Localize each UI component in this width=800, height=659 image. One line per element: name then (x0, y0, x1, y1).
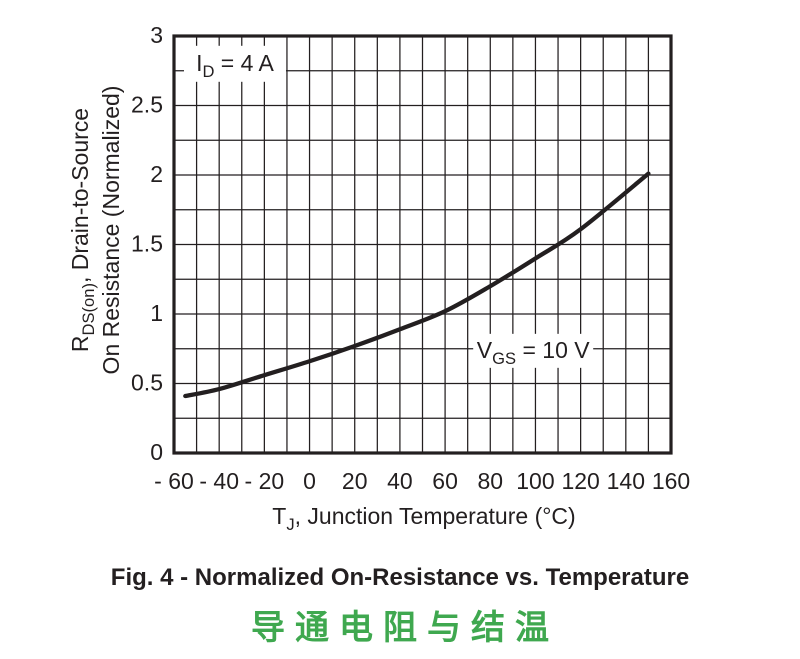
svg-text:1: 1 (150, 300, 163, 326)
svg-text:VGS = 10 V: VGS = 10 V (477, 337, 590, 368)
svg-text:- 20: - 20 (245, 468, 285, 494)
rds-curve (183, 171, 651, 399)
svg-text:0: 0 (303, 468, 316, 494)
svg-text:20: 20 (342, 468, 368, 494)
svg-text:140: 140 (607, 468, 645, 494)
x-axis-title: TJ, Junction Temperature (°C) (272, 503, 575, 534)
svg-text:0.5: 0.5 (131, 370, 163, 396)
svg-text:ID = 4 A: ID = 4 A (196, 50, 274, 81)
svg-text:80: 80 (477, 468, 503, 494)
svg-text:3: 3 (150, 22, 163, 48)
svg-text:0: 0 (150, 439, 163, 465)
annotation-vgs-voltage: VGS = 10 V (473, 333, 594, 368)
svg-text:60: 60 (432, 468, 458, 494)
svg-text:120: 120 (561, 468, 599, 494)
y-axis-tick-labels: 0 0.5 1 1.5 2 2.5 3 (131, 22, 163, 465)
x-axis-tick-labels: - 60- 40- 20 0 20 40 60 80 100 120 140 160 (154, 468, 690, 494)
svg-text:160: 160 (652, 468, 690, 494)
plot-border (172, 34, 673, 455)
svg-text:2: 2 (150, 161, 163, 187)
svg-text:100: 100 (516, 468, 554, 494)
svg-text:2.5: 2.5 (131, 92, 163, 118)
figure-caption: Fig. 4 - Normalized On-Resistance vs. Te… (110, 564, 690, 591)
svg-text:1.5: 1.5 (131, 231, 163, 257)
svg-text:40: 40 (387, 468, 413, 494)
y-axis-title-line1: RDS(on), Drain-to-Source (67, 108, 98, 352)
svg-text:- 40: - 40 (199, 468, 239, 494)
figure-subtitle-chinese: 导通电阻与结温 (251, 609, 559, 647)
y-axis-title-line2: On Resistance (Normalized) (98, 86, 124, 375)
svg-text:- 60: - 60 (154, 468, 194, 494)
annotation-id-current: ID = 4 A (183, 45, 286, 82)
